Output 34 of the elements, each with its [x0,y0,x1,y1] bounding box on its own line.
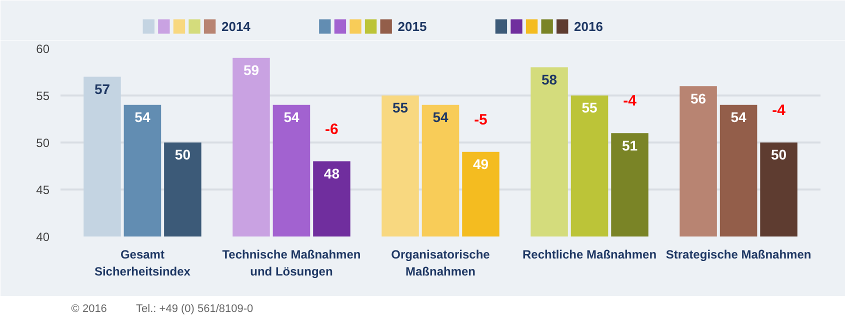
data-label: 54 [134,109,150,126]
y-tick-label: 55 [36,89,50,103]
data-label: 59 [243,62,260,78]
y-tick-label: 50 [36,136,50,150]
text: Tel.: +49 (0) 561/8109-0 [136,303,254,315]
annotation: -4 [623,92,638,110]
y-tick-label: 60 [36,42,50,56]
x-tick-label: Strategische Maßnahmen [666,248,812,262]
x-tick-label: Gesamt Sicherheitsindex [94,248,191,278]
annotation: -5 [474,112,488,128]
x-tick-label: Technische Maßnahmen und Lösungen [222,248,361,278]
data-label: 50 [770,146,787,163]
legend-label: 2015 [398,19,427,34]
data-label: 57 [94,80,110,97]
annotation: -6 [325,120,338,138]
y-tick-label: 45 [36,183,50,197]
data-label: 55 [392,100,408,116]
data-label: 50 [174,146,191,163]
data-label: 54 [730,109,747,126]
x-tick-label: Rechtliche Maßnahmen [522,248,657,262]
data-label: 56 [690,90,706,106]
data-label: 55 [582,100,598,116]
legend-label: 2014 [221,19,252,34]
annotation: -4 [772,102,786,120]
y-tick-label: 40 [36,230,50,244]
data-label: 51 [622,137,638,154]
text: © 2016 [71,303,107,315]
x-tick-label: Organisatorische Maßnahmen [391,248,490,278]
data-label: 58 [542,72,558,88]
data-label: 54 [284,109,300,126]
data-label: 54 [432,109,448,126]
legend-label: 2016 [574,19,603,34]
data-label: 48 [324,166,340,182]
data-label: 49 [472,156,489,172]
